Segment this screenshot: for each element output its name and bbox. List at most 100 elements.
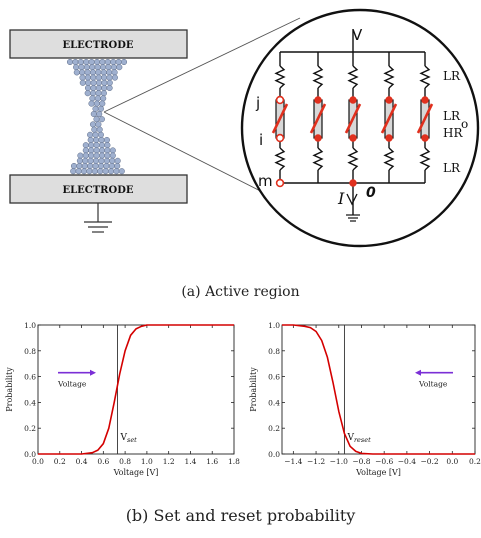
filament-sphere bbox=[102, 168, 109, 175]
lr-top-label: LR bbox=[443, 69, 461, 83]
filament-sphere bbox=[82, 142, 89, 149]
resistor-lr bbox=[419, 65, 431, 89]
y-tick-label: 1.0 bbox=[24, 321, 36, 330]
direction-arrowhead bbox=[90, 369, 96, 376]
x-tick-label: 1.0 bbox=[141, 457, 153, 466]
y-tick-label: 0.2 bbox=[24, 424, 36, 433]
filament-sphere bbox=[77, 152, 84, 159]
filament-sphere bbox=[101, 79, 108, 86]
filament-sphere bbox=[90, 74, 97, 81]
resistor-lr bbox=[312, 147, 324, 171]
filament-sphere bbox=[100, 69, 107, 76]
y-tick-label: 0.4 bbox=[268, 398, 280, 407]
filament-sphere bbox=[79, 74, 86, 81]
x-tick-label: 0.4 bbox=[76, 457, 88, 466]
filament-sphere bbox=[106, 79, 113, 86]
filament-sphere bbox=[99, 58, 106, 66]
top-electrode: ELECTRODE bbox=[9, 29, 188, 59]
filament-sphere bbox=[103, 136, 110, 144]
filament-sphere bbox=[110, 58, 117, 66]
filament-sphere bbox=[72, 58, 79, 66]
switch-arrow bbox=[309, 103, 327, 134]
filament-sphere bbox=[90, 84, 97, 92]
filament-sphere bbox=[93, 152, 100, 159]
y-tick-label: 0.0 bbox=[24, 450, 36, 459]
bottom-electrode-label: ELECTRODE bbox=[63, 185, 134, 196]
filament-sphere bbox=[97, 105, 104, 112]
current-arrow bbox=[346, 193, 358, 206]
filament-sphere bbox=[103, 162, 110, 170]
filament-sphere bbox=[109, 147, 116, 154]
filament-sphere bbox=[116, 64, 123, 71]
caption-a: (a) Active region bbox=[181, 284, 300, 300]
node-dot bbox=[385, 134, 393, 142]
filament-sphere bbox=[94, 95, 101, 102]
node-dot bbox=[421, 134, 429, 142]
filament-sphere bbox=[89, 64, 96, 71]
x-tick-label: −1.4 bbox=[284, 457, 302, 466]
arrow-label: Voltage bbox=[57, 380, 87, 389]
filament-sphere bbox=[91, 126, 98, 133]
x-tick-label: 0.0 bbox=[446, 457, 458, 466]
switch-arrow bbox=[344, 103, 362, 134]
x-tick-label: 0.6 bbox=[97, 457, 109, 466]
filament-sphere bbox=[93, 142, 100, 149]
filament-sphere bbox=[97, 131, 104, 138]
filament-sphere bbox=[98, 152, 106, 159]
x-tick-label: −1.0 bbox=[330, 457, 348, 466]
filament-sphere bbox=[91, 168, 98, 175]
probability-curve bbox=[282, 324, 475, 455]
filament-sphere bbox=[114, 162, 121, 170]
filament-sphere bbox=[93, 157, 100, 164]
filament-sphere bbox=[95, 69, 102, 76]
filament-sphere bbox=[87, 157, 94, 164]
filament-sphere bbox=[104, 58, 111, 66]
filament-sphere bbox=[92, 105, 99, 112]
filament-sphere bbox=[101, 84, 108, 92]
filament-sphere bbox=[79, 79, 86, 86]
x-axis-label: Voltage [V] bbox=[355, 468, 401, 477]
filament-sphere bbox=[109, 157, 116, 164]
node-v-label: V bbox=[352, 26, 363, 44]
switch-arrow bbox=[416, 103, 434, 134]
filament-sphere bbox=[105, 64, 112, 71]
filament-sphere bbox=[100, 90, 107, 97]
resistor-lr bbox=[347, 65, 359, 89]
filament-sphere bbox=[98, 116, 105, 123]
node-dot bbox=[314, 96, 322, 104]
filament-sphere bbox=[99, 100, 106, 107]
filament-sphere bbox=[92, 162, 99, 170]
conductive-filament bbox=[66, 58, 128, 175]
y-axis-label: Probability bbox=[5, 367, 14, 412]
filament-sphere bbox=[93, 136, 100, 144]
filament-sphere bbox=[87, 136, 94, 144]
filament-sphere bbox=[88, 142, 95, 149]
filament-sphere bbox=[109, 152, 116, 159]
x-tick-label: −0.6 bbox=[375, 457, 393, 466]
active-region-figure: ELECTRODE ELECTRODE V j i m LR LR o HR L… bbox=[9, 8, 480, 248]
filament-sphere bbox=[84, 74, 91, 81]
filament-sphere bbox=[108, 162, 115, 170]
filament-sphere bbox=[120, 58, 128, 66]
filament-sphere bbox=[106, 69, 113, 76]
filament-sphere bbox=[86, 168, 93, 175]
lr-bottom-label: LR bbox=[443, 161, 461, 175]
resistor-network-circuit bbox=[271, 30, 434, 222]
filament-sphere bbox=[97, 162, 105, 170]
filament-sphere bbox=[111, 74, 118, 81]
x-tick-label: 0.8 bbox=[119, 457, 131, 466]
resistor-lr bbox=[312, 65, 324, 89]
probability-curve bbox=[38, 324, 234, 455]
hr-label: HR bbox=[443, 126, 463, 140]
x-tick-label: 1.4 bbox=[184, 457, 196, 466]
y-tick-label: 0.0 bbox=[268, 450, 280, 459]
node-dot bbox=[349, 134, 357, 142]
filament-sphere bbox=[104, 142, 111, 149]
node-i-label: i bbox=[259, 131, 263, 149]
ground-symbol bbox=[84, 203, 112, 233]
x-tick-label: −0.2 bbox=[420, 457, 438, 466]
filament-sphere bbox=[95, 74, 102, 81]
filament-sphere bbox=[113, 168, 120, 175]
filament-sphere bbox=[111, 69, 118, 76]
x-tick-label: 1.8 bbox=[228, 457, 240, 466]
